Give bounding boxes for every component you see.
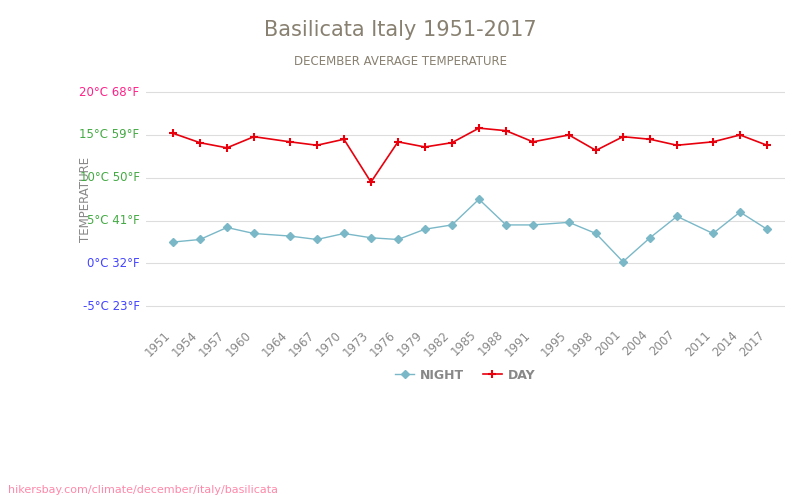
Y-axis label: TEMPERATURE: TEMPERATURE xyxy=(79,156,92,242)
Text: DECEMBER AVERAGE TEMPERATURE: DECEMBER AVERAGE TEMPERATURE xyxy=(294,55,506,68)
Legend: NIGHT, DAY: NIGHT, DAY xyxy=(390,364,541,387)
Text: 10°C 50°F: 10°C 50°F xyxy=(79,172,139,184)
Text: -5°C 23°F: -5°C 23°F xyxy=(82,300,139,313)
Text: 20°C 68°F: 20°C 68°F xyxy=(79,86,139,98)
Text: 15°C 59°F: 15°C 59°F xyxy=(79,128,139,141)
Text: Basilicata Italy 1951-2017: Basilicata Italy 1951-2017 xyxy=(264,20,536,40)
Text: 0°C 32°F: 0°C 32°F xyxy=(87,257,139,270)
Text: 5°C 41°F: 5°C 41°F xyxy=(86,214,139,227)
Text: hikersbay.com/climate/december/italy/basilicata: hikersbay.com/climate/december/italy/bas… xyxy=(8,485,278,495)
